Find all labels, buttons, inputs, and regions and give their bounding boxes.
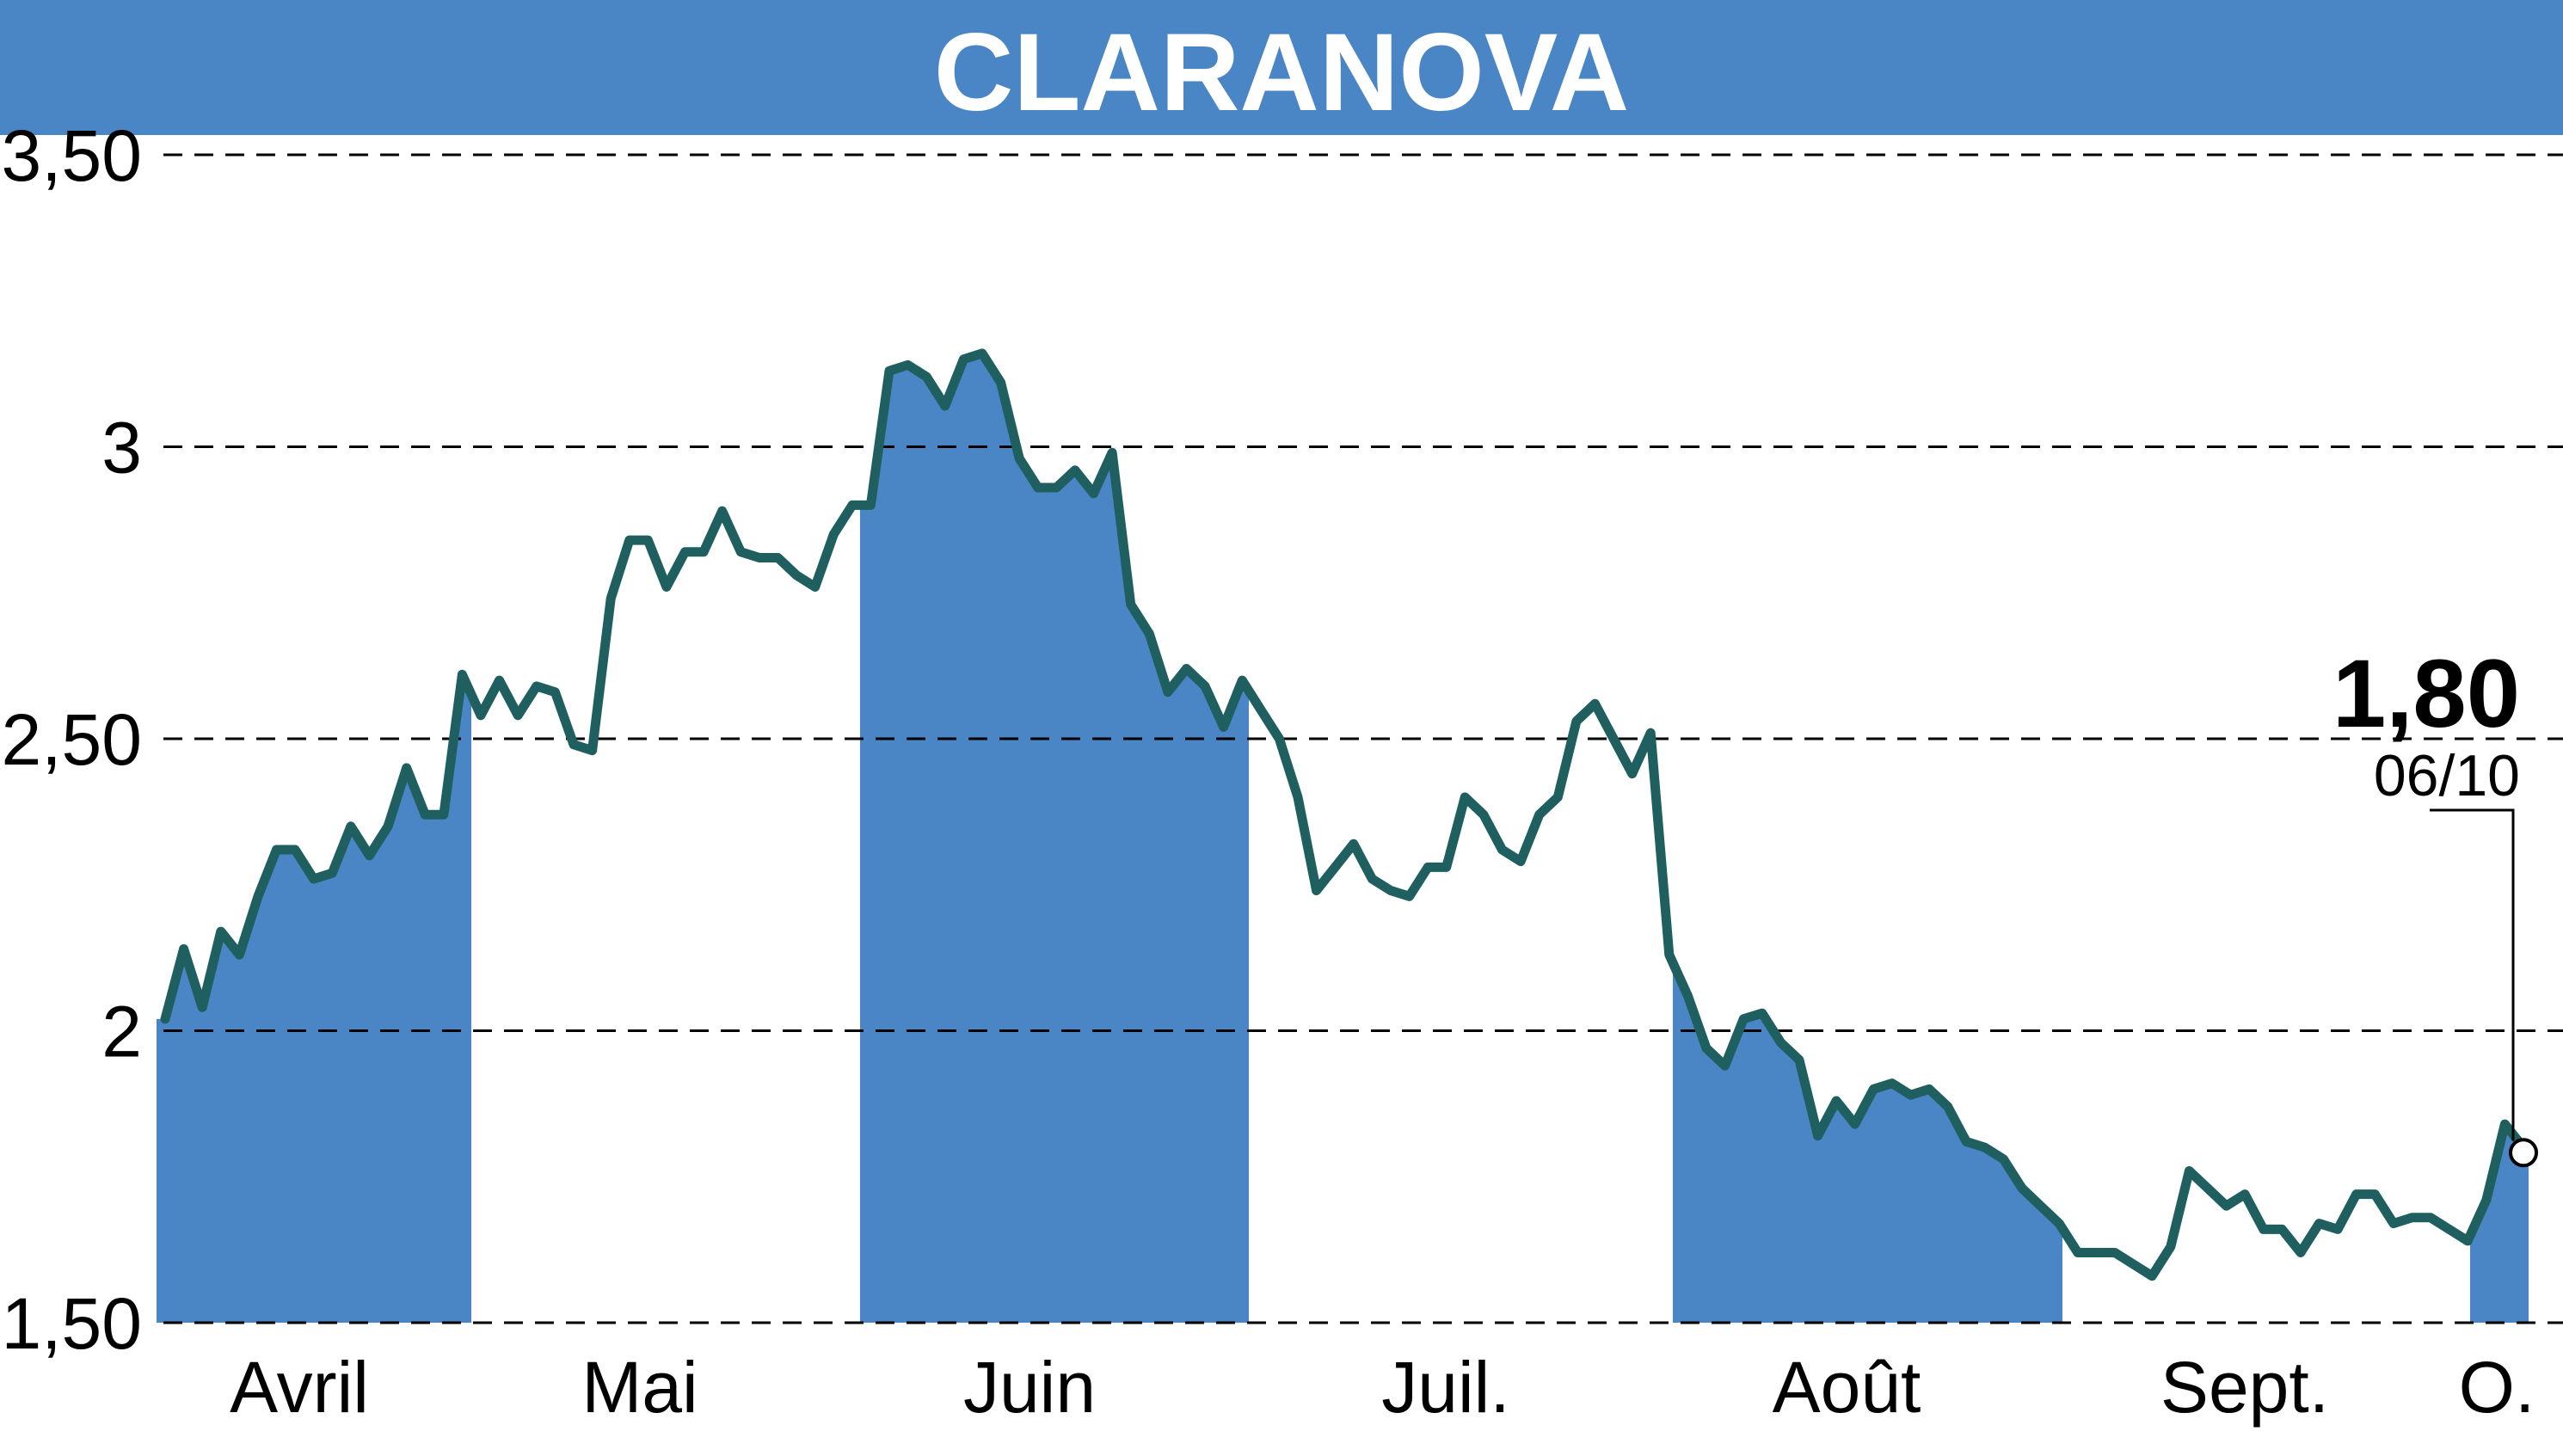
x-tick-label: Juin — [963, 1347, 1096, 1428]
last-point-marker — [2509, 1138, 2538, 1168]
last-value-label: 1,80 — [2333, 640, 2520, 747]
grid-lines — [163, 153, 2563, 1324]
month-bands — [157, 353, 2529, 1324]
y-tick-label: 2 — [101, 992, 142, 1072]
y-tick-label: 1,50 — [2, 1283, 143, 1364]
x-axis-ticks: Avril Mai Juin Juil. Août Sept. O. — [230, 1347, 2535, 1428]
x-tick-label: Juil. — [1381, 1347, 1509, 1428]
y-tick-label: 3,50 — [2, 115, 143, 196]
y-tick-label: 3 — [101, 408, 142, 488]
month-band-avril — [157, 677, 471, 1323]
last-date-label: 06/10 — [2374, 743, 2520, 808]
month-band-o — [2470, 1124, 2529, 1323]
x-tick-label: Août — [1773, 1347, 1921, 1428]
x-tick-label: Avril — [230, 1347, 369, 1428]
price-line — [160, 348, 2529, 1281]
last-value-callout: 1,80 06/10 — [2333, 640, 2538, 1168]
x-tick-label: Mai — [581, 1347, 698, 1428]
x-tick-label: Sept. — [2160, 1347, 2329, 1428]
chart-title: CLARANOVA — [934, 11, 1629, 134]
header-bar — [0, 0, 2563, 135]
y-axis-ticks: 3,50 3 2,50 2 1,50 — [2, 115, 143, 1364]
callout-leader-line — [2430, 808, 2515, 1141]
price-series — [160, 348, 2529, 1281]
month-band-juin — [860, 353, 1249, 1324]
x-tick-label: O. — [2459, 1347, 2535, 1428]
y-tick-label: 2,50 — [2, 699, 143, 780]
month-band-aot — [1673, 962, 2062, 1323]
